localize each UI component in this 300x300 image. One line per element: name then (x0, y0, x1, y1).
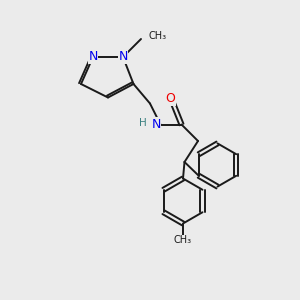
Text: CH₃: CH₃ (148, 31, 166, 41)
Text: CH₃: CH₃ (174, 235, 192, 245)
Text: N: N (88, 50, 98, 64)
Text: N: N (118, 50, 128, 64)
Text: H: H (139, 118, 146, 128)
Text: O: O (165, 92, 175, 105)
Text: N: N (151, 118, 161, 131)
